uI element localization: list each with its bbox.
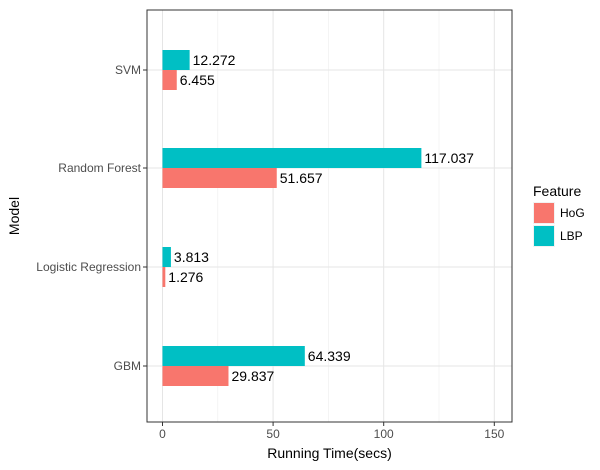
y-tick-label: Random Forest xyxy=(58,161,141,175)
bars-layer xyxy=(162,50,422,386)
bar-lbp xyxy=(162,148,422,168)
bar-hog xyxy=(162,168,277,188)
data-label-lbp: 12.272 xyxy=(193,52,236,68)
bar-hog xyxy=(162,267,166,287)
data-label-lbp: 3.813 xyxy=(174,249,209,265)
legend-swatch-hog xyxy=(534,203,554,223)
legend-label-lbp: LBP xyxy=(560,229,583,243)
data-label-hog: 6.455 xyxy=(180,72,215,88)
bar-hog xyxy=(162,70,177,90)
data-label-hog: 51.657 xyxy=(280,170,323,186)
legend: Feature HoG LBP xyxy=(533,183,585,247)
axis-layer: 0 50 100 150 SVM Random Forest Logistic Regres… xyxy=(36,63,504,441)
bar-lbp xyxy=(162,247,171,267)
panel-border xyxy=(146,9,513,423)
y-tick-label: Logistic Regression xyxy=(36,260,141,274)
y-axis-title: Model xyxy=(6,197,22,235)
data-label-lbp: 64.339 xyxy=(308,348,351,364)
x-tick-label: 100 xyxy=(374,427,394,441)
bar-lbp xyxy=(162,50,190,70)
data-labels-layer: 12.272 6.455 117.037 51.657 3.813 1.276 64.339… xyxy=(168,52,474,384)
x-tick-label: 50 xyxy=(266,427,280,441)
data-label-hog: 29.837 xyxy=(231,368,274,384)
bar-hog xyxy=(162,366,229,386)
legend-swatch-lbp xyxy=(534,226,554,246)
data-label-lbp: 117.037 xyxy=(424,150,474,166)
y-tick-label: GBM xyxy=(114,359,141,373)
x-tick-label: 0 xyxy=(159,427,166,441)
data-label-hog: 1.276 xyxy=(168,269,203,285)
x-tick-label: 150 xyxy=(484,427,504,441)
x-axis-title: Running Time(secs) xyxy=(267,445,392,461)
legend-title: Feature xyxy=(533,183,581,199)
y-tick-label: SVM xyxy=(115,63,141,77)
bar-lbp xyxy=(162,346,305,366)
legend-label-hog: HoG xyxy=(560,206,585,220)
